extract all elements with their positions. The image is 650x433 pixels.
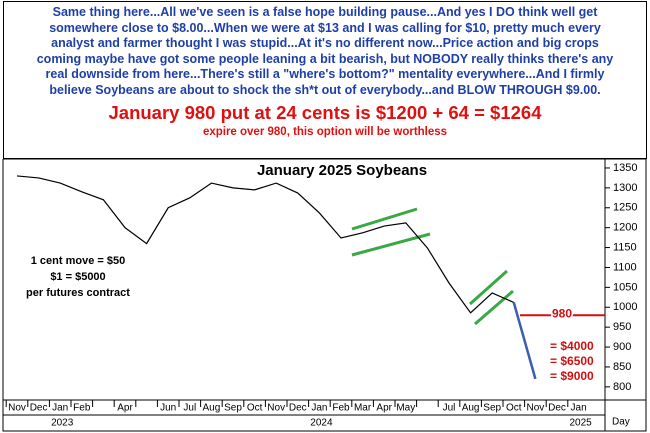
y-tick-label: 800 <box>613 381 631 393</box>
commentary: Same thing here...All we've seen is a fa… <box>4 2 646 99</box>
x-tick-label: Nov <box>527 403 545 414</box>
price-line <box>512 302 537 380</box>
channel-line <box>474 289 514 326</box>
x-tick-label: Sep <box>483 403 501 414</box>
x-tick-label: Apr <box>117 403 133 414</box>
x-tick-label: Dec <box>289 403 307 414</box>
y-tick-label: 1150 <box>613 241 637 253</box>
y-tick-label: 1050 <box>613 281 637 293</box>
commentary-line: believe Soybeans are about to shock the … <box>49 82 601 97</box>
y-tick-label: 1000 <box>613 301 637 313</box>
channel-line <box>469 269 508 306</box>
y-tick-label: 1350 <box>613 162 637 174</box>
year-label: 2023 <box>51 418 74 429</box>
x-tick-label: Feb <box>332 403 350 414</box>
x-tick-label: Aug <box>462 403 480 414</box>
y-tick-label: 1200 <box>613 222 637 234</box>
commentary-line: somewhere close to $8.00...When we were … <box>49 20 601 35</box>
note: $1 = $5000 <box>50 271 105 283</box>
channels <box>351 207 514 326</box>
chart-title: January 2025 Soybeans <box>257 162 427 179</box>
y-tick-label: 1300 <box>613 182 637 194</box>
x-tick-label: Apr <box>376 403 392 414</box>
x-tick-label: Jun <box>160 403 176 414</box>
level-label: = $6500 <box>550 354 594 368</box>
price-line <box>16 175 515 314</box>
x-tick-label: Nov <box>267 403 285 414</box>
subline: expire over 980, this option will be wor… <box>202 125 448 138</box>
x-tick-label: Jan <box>52 403 68 414</box>
x-tick-label: Jan <box>311 403 327 414</box>
x-tick-label: Oct <box>247 403 263 414</box>
commentary-line: coming maybe have got some people leanin… <box>36 51 614 66</box>
headline: January 980 put at 24 cents is $1200 + 6… <box>108 101 542 123</box>
level-label: 980 <box>552 306 572 320</box>
y-tick-label: 1100 <box>613 261 637 273</box>
commentary-line: real downside from here...There's still … <box>45 67 605 82</box>
x-tick-label: Aug <box>203 403 221 414</box>
x-tick-label: Mar <box>354 403 372 414</box>
x-tick-label: Jul <box>183 403 196 414</box>
year-label: 2025 <box>569 418 592 429</box>
y-tick-label: 1250 <box>613 202 637 214</box>
x-tick-label: Dec <box>548 403 566 414</box>
y-tick-label: 850 <box>613 361 631 373</box>
frame <box>2 159 647 432</box>
year-label: 2024 <box>310 418 333 429</box>
channel-line <box>351 232 431 257</box>
header: Same thing here...All we've seen is a fa… <box>3 1 647 159</box>
channel-line <box>351 207 418 231</box>
x-unit: Day <box>612 417 630 428</box>
x-tick-label: May <box>396 403 415 414</box>
commentary-line: analyst and farmer thought I was stupid.… <box>51 36 599 51</box>
x-tick-label: Oct <box>506 403 522 414</box>
y-tick-label: 900 <box>613 341 631 353</box>
level-label: = $9000 <box>550 369 594 383</box>
x-tick-label: Jan <box>571 403 587 414</box>
x-tick-label: Sep <box>224 403 242 414</box>
level-label: = $4000 <box>550 339 594 353</box>
note: per futures contract <box>26 287 130 299</box>
chart: January 2025 Soybeans 1 cent move = $50 … <box>2 159 647 432</box>
y-tick-label: 950 <box>613 321 631 333</box>
commentary-line: Same thing here...All we've seen is a fa… <box>52 5 598 19</box>
note: 1 cent move = $50 <box>31 255 125 267</box>
x-tick-label: Feb <box>73 403 91 414</box>
x-tick-label: Jul <box>443 403 456 414</box>
x-tick-label: Nov <box>8 403 26 414</box>
x-tick-label: Dec <box>30 403 48 414</box>
